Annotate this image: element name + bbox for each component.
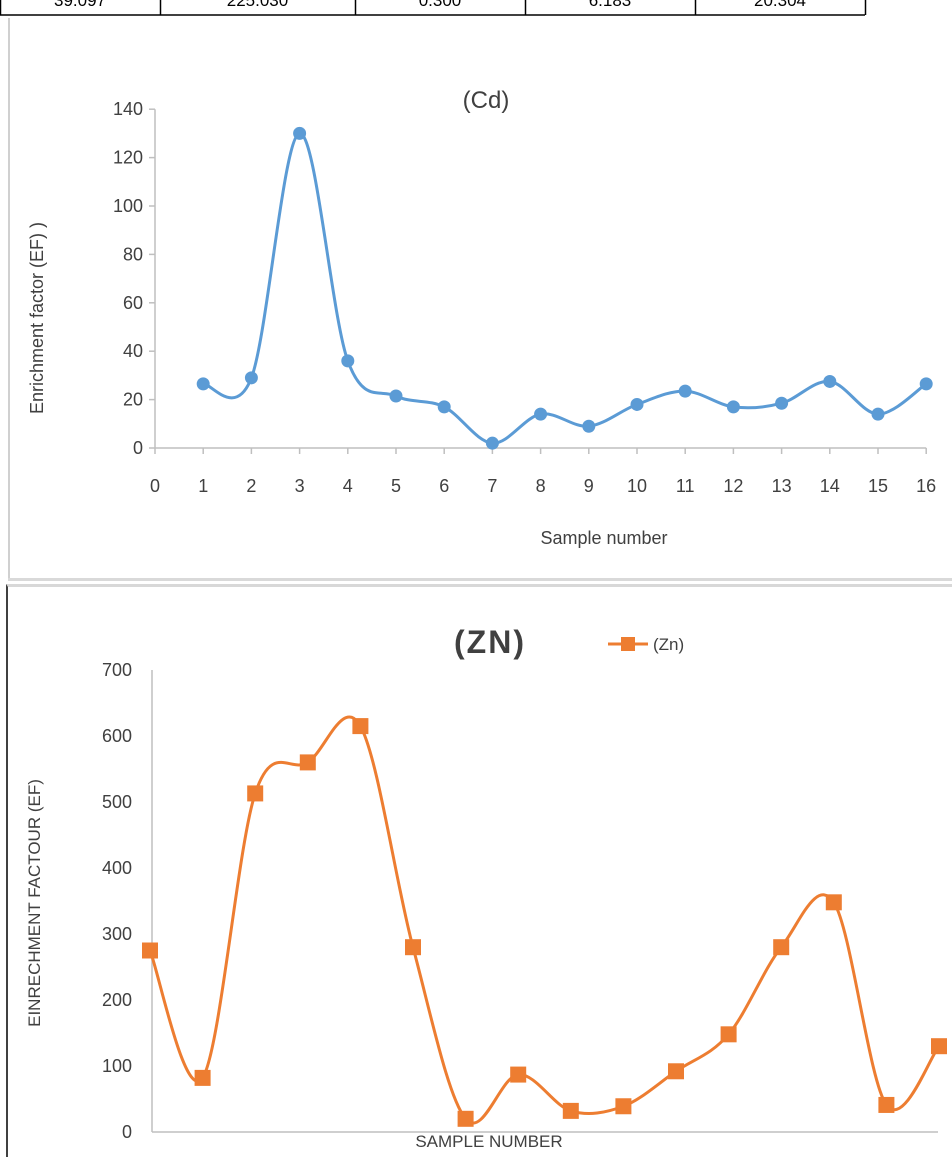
data-point bbox=[720, 1026, 737, 1043]
data-point bbox=[825, 894, 842, 911]
data-point bbox=[615, 1098, 632, 1115]
data-point bbox=[196, 377, 210, 391]
data-point bbox=[293, 126, 307, 140]
x-tick-label: 8 bbox=[536, 476, 546, 496]
data-point bbox=[878, 1096, 895, 1113]
x-tick-label: 1 bbox=[198, 476, 208, 496]
series-line bbox=[148, 715, 941, 1125]
x-tick-label: 15 bbox=[868, 476, 888, 496]
x-tick-label: 13 bbox=[772, 476, 792, 496]
data-point bbox=[919, 377, 933, 391]
x-tick-label: 11 bbox=[676, 476, 695, 496]
x-tick-label: 16 bbox=[916, 476, 936, 496]
y-tick-label: 200 bbox=[102, 990, 132, 1010]
y-tick-label: 120 bbox=[113, 148, 143, 168]
y-axis-label: Enrichment factor (EF) ) bbox=[27, 222, 47, 414]
data-point bbox=[678, 384, 692, 398]
chart-divider bbox=[8, 578, 952, 581]
data-point bbox=[726, 400, 740, 414]
data-point bbox=[437, 400, 451, 414]
x-tick-label: 14 bbox=[820, 476, 840, 496]
data-point bbox=[773, 939, 790, 956]
legend-label: (Zn) bbox=[653, 635, 684, 654]
y-axis-label: EINRECHMENT FACTOUR (EF) bbox=[25, 779, 44, 1027]
data-point bbox=[668, 1063, 684, 1080]
y-tick-label: 400 bbox=[102, 858, 132, 878]
data-point bbox=[389, 389, 403, 403]
y-tick-label: 700 bbox=[102, 660, 132, 680]
y-tick-label: 500 bbox=[102, 792, 132, 812]
table-cell: 39.097 bbox=[54, 0, 106, 10]
table-cell: 6.183 bbox=[589, 0, 632, 10]
chart-title: (ZN) bbox=[454, 624, 526, 660]
x-axis-label: Sample number bbox=[540, 528, 667, 548]
x-tick-label: 0 bbox=[150, 476, 160, 496]
data-point bbox=[247, 785, 264, 802]
y-tick-label: 40 bbox=[123, 341, 143, 361]
y-tick-label: 140 bbox=[113, 99, 143, 119]
table-cell: 0.300 bbox=[419, 0, 462, 10]
data-point bbox=[562, 1102, 579, 1119]
y-tick-label: 60 bbox=[123, 293, 143, 313]
data-point bbox=[510, 1066, 527, 1083]
x-tick-label: 10 bbox=[627, 476, 647, 496]
legend: (Zn) bbox=[608, 635, 684, 654]
data-point bbox=[194, 1069, 211, 1086]
data-point bbox=[457, 1110, 474, 1127]
x-tick-label: 12 bbox=[723, 476, 743, 496]
table-fragment: 39.097 225.030 0.300 6.183 20.304 bbox=[0, 0, 867, 16]
y-tick-label: 80 bbox=[123, 244, 143, 264]
data-point bbox=[823, 374, 837, 388]
legend-marker bbox=[621, 637, 635, 651]
data-point bbox=[405, 939, 421, 956]
x-axis-label: SAMPLE NUMBER bbox=[415, 1132, 562, 1151]
table-cell: 225.030 bbox=[227, 0, 288, 10]
y-tick-label: 100 bbox=[102, 1056, 132, 1076]
y-tick-label: 600 bbox=[102, 726, 132, 746]
data-point bbox=[244, 371, 258, 385]
chart-title: (Cd) bbox=[463, 87, 510, 114]
data-point bbox=[485, 436, 499, 450]
y-tick-label: 0 bbox=[122, 1122, 132, 1142]
series-line bbox=[202, 131, 928, 445]
x-tick-label: 2 bbox=[246, 476, 256, 496]
data-point bbox=[931, 1038, 947, 1055]
table-cell: 20.304 bbox=[754, 0, 806, 10]
data-point bbox=[630, 397, 644, 411]
x-tick-label: 6 bbox=[439, 476, 449, 496]
data-point bbox=[352, 718, 369, 735]
y-tick-label: 300 bbox=[102, 924, 132, 944]
data-point bbox=[299, 754, 316, 771]
data-point bbox=[534, 407, 548, 421]
y-tick-label: 0 bbox=[133, 438, 143, 458]
data-point bbox=[871, 407, 885, 421]
x-tick-label: 9 bbox=[584, 476, 594, 496]
data-point bbox=[142, 942, 158, 959]
x-tick-label: 3 bbox=[295, 476, 305, 496]
data-point bbox=[775, 396, 789, 410]
data-point bbox=[582, 419, 596, 433]
cd-chart-frame: (Cd) 0 20 40 60 80 100 120 140 0 1 2 3 4 5 6 7 8 9 10 11 12… bbox=[8, 18, 952, 578]
data-point bbox=[341, 354, 355, 368]
x-tick-label: 7 bbox=[487, 476, 497, 496]
x-tick-label: 4 bbox=[343, 476, 353, 496]
x-tick-label: 5 bbox=[391, 476, 401, 496]
y-tick-label: 100 bbox=[113, 196, 143, 216]
y-tick-label: 20 bbox=[123, 390, 143, 410]
